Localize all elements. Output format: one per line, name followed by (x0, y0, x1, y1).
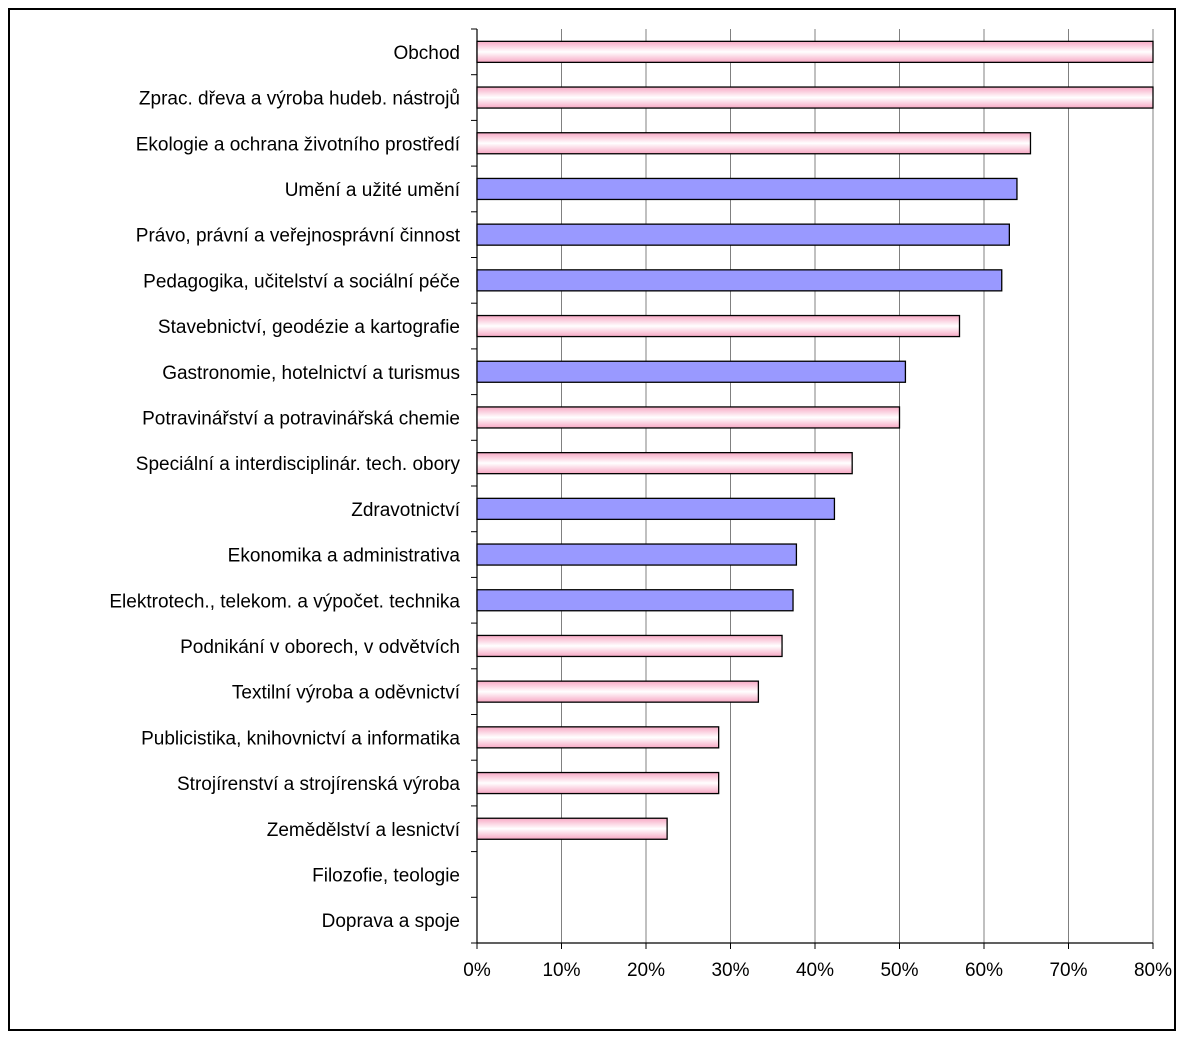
category-label: Zdravotnictví (351, 500, 460, 521)
bar (476, 177, 1018, 201)
bar (476, 680, 760, 703)
bar (476, 726, 720, 749)
category-label: Podnikání v oborech, v odvětvích (180, 637, 460, 658)
x-tick-label: 30% (711, 960, 749, 981)
category-label: Publicistika, knihovnictví a informatika (141, 728, 460, 749)
category-label: Obchod (393, 43, 460, 64)
category-label: Ekologie a ochrana životního prostředí (136, 134, 461, 155)
category-label: Textilní výroba a oděvnictví (232, 683, 461, 704)
x-tick-label: 20% (627, 960, 665, 981)
category-label: Právo, právní a veřejnosprávní činnost (136, 226, 461, 247)
category-labels: Obchod Zprac. dřeva a výroba hudeb. nástr… (109, 43, 460, 932)
bar (476, 817, 668, 840)
bar (476, 223, 1010, 246)
bar (476, 360, 907, 383)
x-axis-ticks: 0% 10% 20% 30% 40% 50% 60% 70% 80% (463, 960, 1172, 981)
category-label: Speciální a interdisciplinár. tech. obor… (136, 454, 461, 475)
bar (476, 132, 1032, 155)
bar (476, 451, 853, 475)
bar (476, 40, 1154, 64)
x-tick-label: 60% (965, 960, 1003, 981)
category-label: Doprava a spoje (322, 911, 460, 932)
x-tick-label: 80% (1134, 960, 1172, 981)
category-label: Gastronomie, hotelnictví a turismus (162, 363, 460, 384)
x-tick-label: 50% (880, 960, 918, 981)
category-label: Zprac. dřeva a výroba hudeb. nástrojů (139, 89, 460, 110)
category-label: Pedagogika, učitelství a sociální péče (143, 271, 460, 292)
bar (476, 634, 783, 658)
x-tick-label: 10% (542, 960, 580, 981)
category-label: Zemědělství a lesnictví (267, 820, 461, 841)
bar (476, 543, 798, 566)
bar (476, 406, 901, 429)
bar (476, 589, 794, 612)
category-label: Potravinářství a potravinářská chemie (142, 408, 460, 429)
bars (476, 40, 1154, 840)
bar (476, 86, 1154, 109)
category-label: Ekonomika a administrativa (228, 546, 461, 567)
bar (476, 771, 720, 795)
x-tick-label: 70% (1049, 960, 1087, 981)
category-label: Filozofie, teologie (312, 865, 460, 886)
x-tick-label: 0% (463, 960, 491, 981)
bar (476, 269, 1003, 292)
category-label: Strojírenství a strojírenská výroba (177, 774, 460, 795)
gridlines (471, 28, 1154, 949)
x-tick-label: 40% (796, 960, 834, 981)
bar (476, 314, 961, 338)
category-label: Elektrotech., telekom. a výpočet. techni… (109, 591, 460, 612)
category-label: Umění a užité umění (285, 180, 461, 201)
category-label: Stavebnictví, geodézie a kartografie (158, 317, 460, 338)
bar (476, 497, 836, 521)
